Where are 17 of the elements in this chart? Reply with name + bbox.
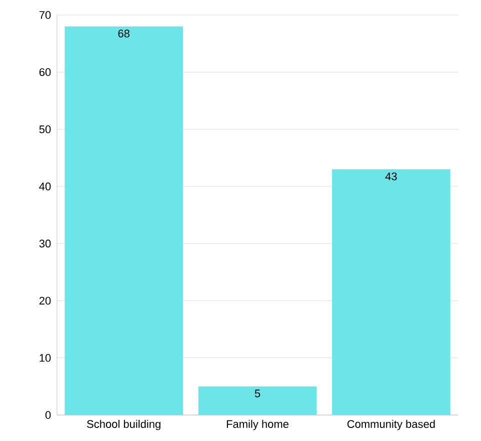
- data-label: 43: [385, 172, 397, 180]
- data-label: 5: [254, 390, 260, 398]
- x-tick-label: Family home: [226, 420, 288, 430]
- x-tick-label: School building: [87, 420, 160, 430]
- y-tick-label: 20: [39, 296, 51, 305]
- y-tick-label: 60: [39, 68, 51, 76]
- y-tick-label: 0: [45, 411, 51, 419]
- bar: [64, 26, 183, 415]
- y-tick-label: 40: [39, 182, 51, 190]
- y-tick-label: 50: [39, 125, 51, 134]
- y-tick-label: 30: [39, 240, 51, 248]
- bar: [198, 386, 317, 415]
- y-tick-label: 10: [40, 354, 51, 362]
- bar: [332, 169, 450, 415]
- x-tick-label: Community based: [347, 420, 435, 430]
- data-label: 68: [118, 30, 130, 38]
- y-tick-label: 70: [39, 11, 51, 19]
